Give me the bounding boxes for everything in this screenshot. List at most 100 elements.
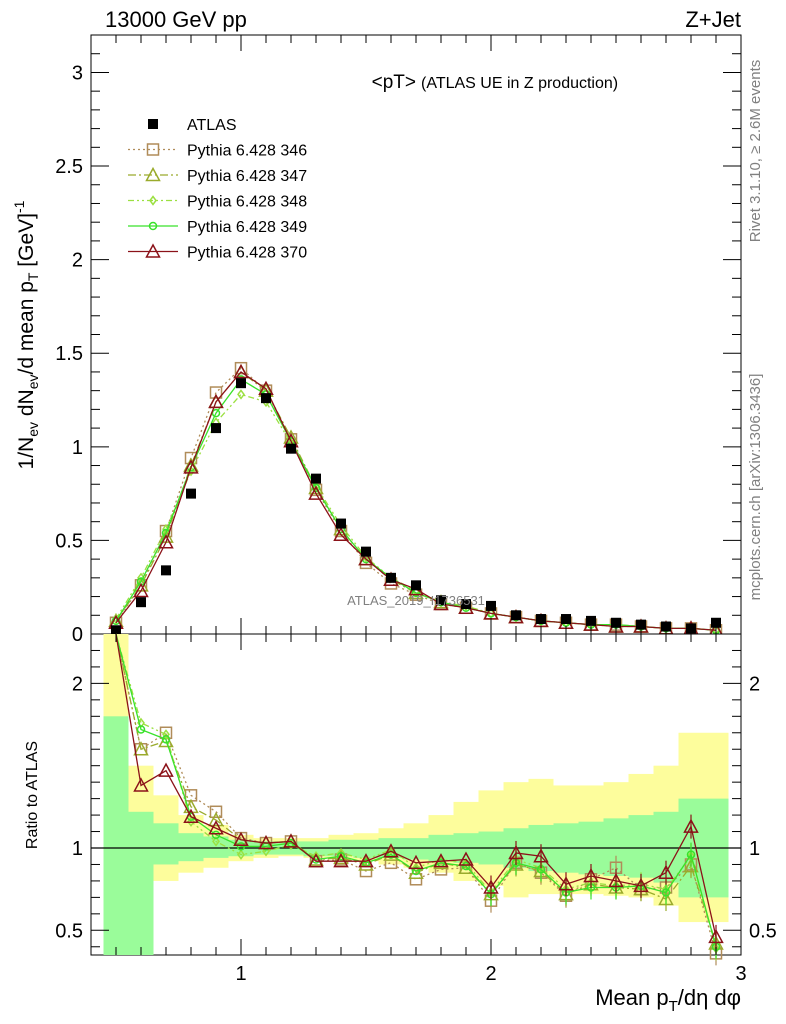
ratio-point-p346 [409, 873, 423, 886]
ratio-point-p347 [133, 741, 149, 756]
x-tick-label: 3 [735, 963, 746, 985]
ratio-point-p370 [333, 853, 349, 868]
mcplots-label: mcplots.cern.ch [arXiv:1306.3436] [747, 374, 764, 601]
ratio-y-tick-label-right: 2 [749, 673, 760, 695]
band-inner-bin [103, 716, 129, 955]
ratio-point-p370 [133, 777, 149, 792]
legend-marker-p349 [148, 221, 158, 231]
point-atlas [586, 615, 596, 626]
ratio-axis-ticks: 1 2 30.5 0.51 12 2 [55, 634, 777, 985]
ratio-point-p370 [583, 867, 599, 883]
rivet-label: Rivet 3.1.10, ≥ 2.6M events [747, 60, 764, 243]
point-p346 [209, 386, 223, 399]
main-frame [90, 34, 742, 635]
x-axis-title: Mean pT/dη dφ [595, 985, 741, 1015]
band-inner-bin [353, 839, 379, 858]
ratio-y-tick-label: 1 [72, 838, 83, 860]
ratio-panel: 1 2 30.5 0.51 12 2 [55, 633, 777, 985]
energy-label: 13000 GeV pp [105, 7, 247, 32]
watermark: ATLAS_2019_I1736531 [347, 593, 485, 608]
point-atlas [311, 473, 321, 484]
point-atlas [286, 443, 296, 454]
ratio-point-p370 [308, 853, 324, 868]
ratio-point-p370 [158, 762, 174, 777]
ratio-point-p370 [633, 877, 649, 893]
point-p348 [237, 389, 245, 400]
point-atlas [361, 546, 371, 557]
band-inner-bin [628, 815, 654, 878]
ratio-point-p370 [683, 818, 699, 833]
plot-title: <pT> [372, 72, 416, 93]
ratio-point-p370 [258, 834, 274, 850]
y-tick-label: 0 [72, 624, 83, 646]
ratio-y-tick-label: 2 [72, 673, 83, 695]
ratio-point-p370 [208, 820, 224, 835]
ratio-point-p347 [658, 890, 674, 906]
y-tick-label: 3 [72, 62, 83, 84]
point-atlas [611, 617, 621, 628]
legend-marker-atlas [148, 119, 158, 129]
point-atlas [711, 617, 721, 628]
ratio-point-p370 [508, 844, 524, 860]
legend-label-p349: Pythia 6.428 349 [187, 219, 307, 236]
y-ratio-axis-title: Ratio to ATLAS [24, 741, 41, 849]
ratio-y-tick-label-right: 0.5 [749, 920, 777, 942]
point-p370 [133, 582, 149, 598]
point-atlas [561, 614, 571, 625]
point-p349 [311, 483, 321, 493]
ratio-point-p347 [208, 811, 224, 827]
point-atlas [511, 610, 521, 621]
ratio-point-p349 [411, 866, 421, 876]
ratio-point-p370 [608, 872, 624, 888]
legend-marker-p346 [146, 143, 160, 156]
point-p370 [208, 393, 224, 409]
ratio-line-p346 [115, 633, 717, 954]
ratio-point-p349 [136, 725, 146, 734]
legend-label-atlas: ATLAS [187, 117, 237, 134]
ratio-point-p370 [708, 928, 724, 944]
ratio-point-p370 [458, 851, 474, 866]
band-inner-bin [203, 836, 229, 858]
ratio-point-p370 [483, 879, 499, 894]
y-tick-label: 2.5 [55, 156, 83, 178]
point-p370 [233, 363, 249, 379]
ratio-point-p370 [233, 831, 249, 847]
point-p349 [211, 408, 221, 418]
ratio-point-p370 [658, 864, 674, 879]
legend-label-p370: Pythia 6.428 370 [187, 245, 307, 262]
ratio-point-p348 [412, 862, 420, 874]
point-atlas [161, 565, 171, 576]
point-p370 [308, 485, 324, 500]
band-inner-bin [178, 833, 204, 862]
point-p370 [358, 551, 374, 566]
plot-subtitle: (ATLAS UE in Z production) [421, 75, 618, 92]
ratio-point-p348 [337, 847, 345, 859]
point-atlas [186, 488, 196, 499]
ratio-y-tick-label-right: 1 [749, 838, 760, 860]
legend-marker-p370 [145, 243, 161, 258]
point-atlas [436, 595, 446, 606]
legend-marker-p348 [149, 195, 157, 206]
ratio-point-p370 [533, 848, 549, 863]
legend-label-p347: Pythia 6.428 347 [187, 168, 307, 185]
ratio-point-p348 [162, 729, 170, 740]
point-p370 [183, 459, 199, 474]
x-tick-label: 1 [235, 963, 246, 985]
point-atlas [461, 599, 471, 610]
ratio-point-p346 [209, 805, 223, 819]
y-main-axis-title: 1/Nev dNev/d mean pT [GeV]-1 [11, 200, 41, 469]
ratio-point-p349 [211, 830, 221, 840]
point-atlas [636, 619, 646, 630]
band-inner-bin [128, 811, 154, 955]
y-tick-label: 1 [72, 437, 83, 459]
point-p346 [234, 361, 248, 375]
point-atlas [136, 597, 146, 608]
ratio-point-p348 [212, 836, 220, 847]
point-atlas [386, 572, 396, 583]
legend: ATLAS Pythia 6.428 346 Pythia 6.428 347 Pyt… [128, 117, 307, 262]
ratio-point-p370 [433, 853, 449, 868]
ratio-point-p349 [236, 842, 246, 851]
ratio-point-p370 [383, 843, 399, 858]
point-atlas [211, 423, 221, 434]
point-atlas [411, 580, 421, 591]
